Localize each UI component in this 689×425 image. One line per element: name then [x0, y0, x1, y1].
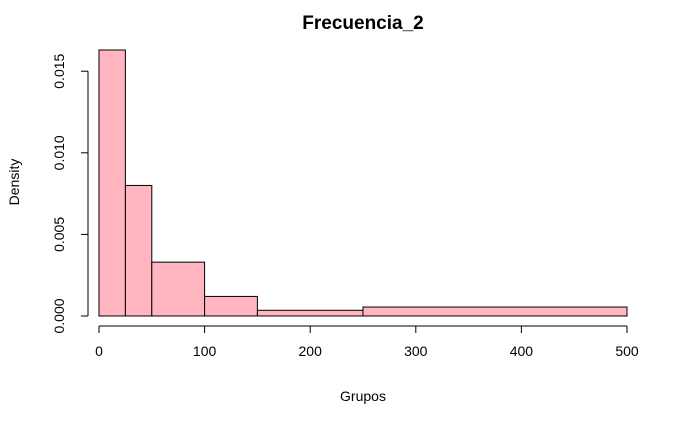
histogram-bar-5: [362, 306, 628, 317]
histogram-bar-4: [256, 309, 364, 317]
histogram-bar-1: [124, 184, 153, 317]
y-tick-label-2: 0.010: [51, 135, 67, 170]
x-axis-label: Grupos: [340, 388, 386, 404]
histogram-bar-2: [151, 261, 206, 317]
x-tick-label-2: 200: [299, 343, 323, 359]
y-axis-label: Density: [6, 159, 22, 206]
histogram-bar-3: [204, 295, 258, 317]
x-tick-label-3: 300: [404, 343, 428, 359]
x-tick-label-5: 500: [615, 343, 639, 359]
chart-title: Frecuencia_2: [302, 13, 423, 34]
x-axis: 0 100 200 300 400 500: [95, 325, 639, 359]
x-tick-label-4: 400: [510, 343, 534, 359]
y-axis: 0.000 0.005 0.010 0.015: [51, 53, 89, 334]
y-tick-label-0: 0.000: [51, 298, 67, 333]
bars-group: [98, 49, 628, 317]
y-tick-label-1: 0.005: [51, 217, 67, 252]
y-tick-label-3: 0.015: [51, 53, 67, 88]
x-tick-label-0: 0: [95, 343, 103, 359]
histogram-bar-0: [98, 49, 126, 317]
x-tick-label-1: 100: [193, 343, 217, 359]
